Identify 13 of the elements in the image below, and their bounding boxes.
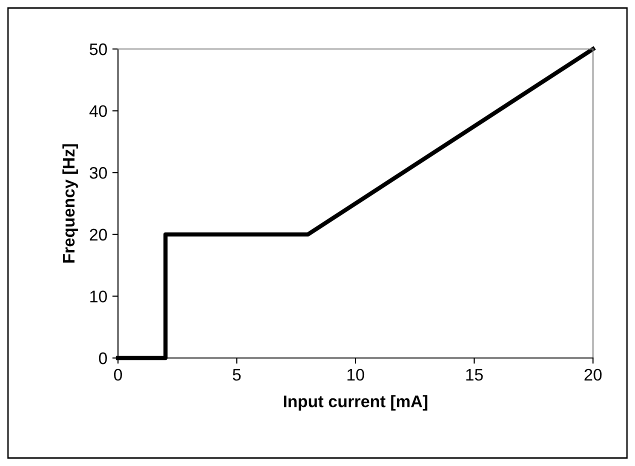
y-tick-label: 50 [90,43,107,56]
x-tick-label: 15 [466,369,483,381]
x-tick-label: 5 [232,369,241,381]
x-axis-title: Input current [mA] [284,395,428,411]
y-tick-label: 40 [89,105,107,118]
y-tick-label: 30 [90,167,107,179]
y-tick-label: 20 [90,228,107,241]
y-tick-label: 0 [98,352,107,364]
x-tick-label: 20 [584,368,602,381]
x-tick-label: 10 [348,368,364,381]
x-tick-label: 0 [114,368,122,381]
y-axis-title: Frequency [Hz] [62,144,78,263]
y-tick-label: 10 [90,290,107,302]
